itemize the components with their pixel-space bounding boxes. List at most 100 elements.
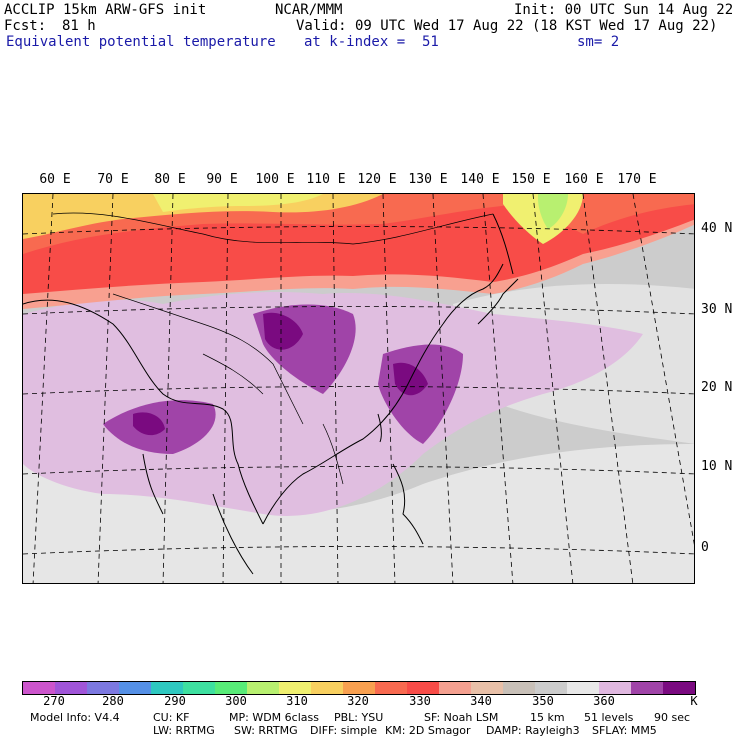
colorbar-tick-label: 270 xyxy=(43,694,65,708)
lon-label: 60 E xyxy=(39,172,71,187)
coastline xyxy=(442,263,504,325)
level-label: at k-index = 51 xyxy=(304,34,439,50)
light-grey-field xyxy=(23,432,694,583)
lon-label: 70 E xyxy=(97,172,129,187)
lavender-field xyxy=(23,292,643,516)
lat-line xyxy=(23,386,694,395)
yellow-band xyxy=(153,194,323,212)
coastline xyxy=(23,299,264,525)
border xyxy=(322,423,344,485)
border xyxy=(52,212,494,245)
lon-label: 90 E xyxy=(206,172,238,187)
colorbar-swatch xyxy=(407,682,439,694)
colorbar-swatch xyxy=(279,682,311,694)
theta-e-map xyxy=(22,193,695,584)
colorbar xyxy=(22,681,696,695)
lon-line xyxy=(32,194,54,583)
model-info-item: CU: KF xyxy=(153,711,190,724)
colorbar-swatch xyxy=(183,682,215,694)
colorbar-swatch xyxy=(23,682,55,694)
graticule xyxy=(23,194,694,583)
lon-label: 140 E xyxy=(460,172,500,187)
dark-purple-field xyxy=(133,412,165,436)
lon-line xyxy=(532,194,574,583)
lat-line xyxy=(23,466,694,475)
lon-line xyxy=(432,194,454,583)
model-info-item: 51 levels xyxy=(584,711,634,724)
model-info-item: 15 km xyxy=(530,711,565,724)
lon-line xyxy=(222,194,229,583)
model-info-item: SW: RRTMG xyxy=(234,724,298,737)
colorbar-tick-label: 350 xyxy=(532,694,554,708)
coastline xyxy=(262,323,444,525)
lon-label: 110 E xyxy=(306,172,346,187)
lon-label: 170 E xyxy=(617,172,657,187)
colorbar-swatch xyxy=(119,682,151,694)
smoothing-label: sm= 2 xyxy=(577,34,620,50)
lon-line xyxy=(97,194,114,583)
lon-label: 120 E xyxy=(357,172,397,187)
colorbar-tick-label: 310 xyxy=(286,694,308,708)
lat-line xyxy=(23,226,694,235)
lon-line xyxy=(162,194,174,583)
init-time: Init: 00 UTC Sun 14 Aug 22 xyxy=(514,2,734,18)
lat-label: 40 N xyxy=(701,221,733,236)
colorbar-tick-label: 330 xyxy=(409,694,431,708)
model-info-item: KM: 2D Smagor xyxy=(385,724,471,737)
colorbar-swatch xyxy=(55,682,87,694)
colorbar-tick-label: 360 xyxy=(593,694,615,708)
colorbar-swatch xyxy=(311,682,343,694)
coastlines xyxy=(23,213,519,575)
lon-label: 160 E xyxy=(564,172,604,187)
lon-label: 130 E xyxy=(408,172,448,187)
colorbar-swatch xyxy=(375,682,407,694)
colorbar-swatch xyxy=(471,682,503,694)
lat-line xyxy=(23,546,694,555)
colorbar-swatch xyxy=(663,682,695,694)
model-info-item: DIFF: simple xyxy=(310,724,378,737)
colorbar-swatch xyxy=(215,682,247,694)
colorbar-tick-label: 300 xyxy=(225,694,247,708)
lat-label: 0 xyxy=(701,540,709,555)
lat-label: 20 N xyxy=(701,380,733,395)
model-info-item: SF: Noah LSM xyxy=(424,711,499,724)
colorbar-tick-label: 340 xyxy=(470,694,492,708)
model-info-item: 90 sec xyxy=(654,711,691,724)
map-canvas xyxy=(23,194,694,583)
lat-label: 10 N xyxy=(701,459,733,474)
colorbar-swatch xyxy=(599,682,631,694)
borders xyxy=(52,212,494,485)
model-info-item: PBL: YSU xyxy=(334,711,384,724)
green-band xyxy=(538,194,568,229)
valid-time: Valid: 09 UTC Wed 17 Aug 22 (18 KST Wed … xyxy=(296,18,718,34)
border xyxy=(112,293,304,425)
colorbar-tick-label: 290 xyxy=(164,694,186,708)
colorbar-tick-label: 280 xyxy=(102,694,124,708)
lat-line xyxy=(23,306,694,315)
model-title: ACCLIP 15km ARW-GFS init xyxy=(4,2,207,18)
colorbar-swatch xyxy=(631,682,663,694)
center-label: NCAR/MMM xyxy=(275,2,343,18)
orange-band xyxy=(23,194,383,239)
fcst-value: 81 h xyxy=(62,18,96,34)
fcst-label: Fcst: xyxy=(4,18,47,34)
coastline xyxy=(212,493,254,575)
colorbar-tick-label: 320 xyxy=(347,694,369,708)
colorbar-swatch xyxy=(503,682,535,694)
colorbar-swatch xyxy=(439,682,471,694)
model-info-item: DAMP: Rayleigh3 xyxy=(486,724,580,737)
colorbar-swatch xyxy=(151,682,183,694)
colorbar-swatch xyxy=(87,682,119,694)
model-info-item: SFLAY: MM5 xyxy=(592,724,657,737)
lat-label: 30 N xyxy=(701,302,733,317)
colorbar-swatch xyxy=(535,682,567,694)
lon-line xyxy=(582,194,634,583)
model-info-item: LW: RRTMG xyxy=(153,724,215,737)
model-info-item: MP: WDM 6class xyxy=(229,711,319,724)
colorbar-swatch xyxy=(567,682,599,694)
lon-label: 150 E xyxy=(511,172,551,187)
colorbar-swatch xyxy=(247,682,279,694)
field-name: Equivalent potential temperature xyxy=(6,34,276,50)
lon-label: 80 E xyxy=(154,172,186,187)
lon-line xyxy=(632,194,694,545)
